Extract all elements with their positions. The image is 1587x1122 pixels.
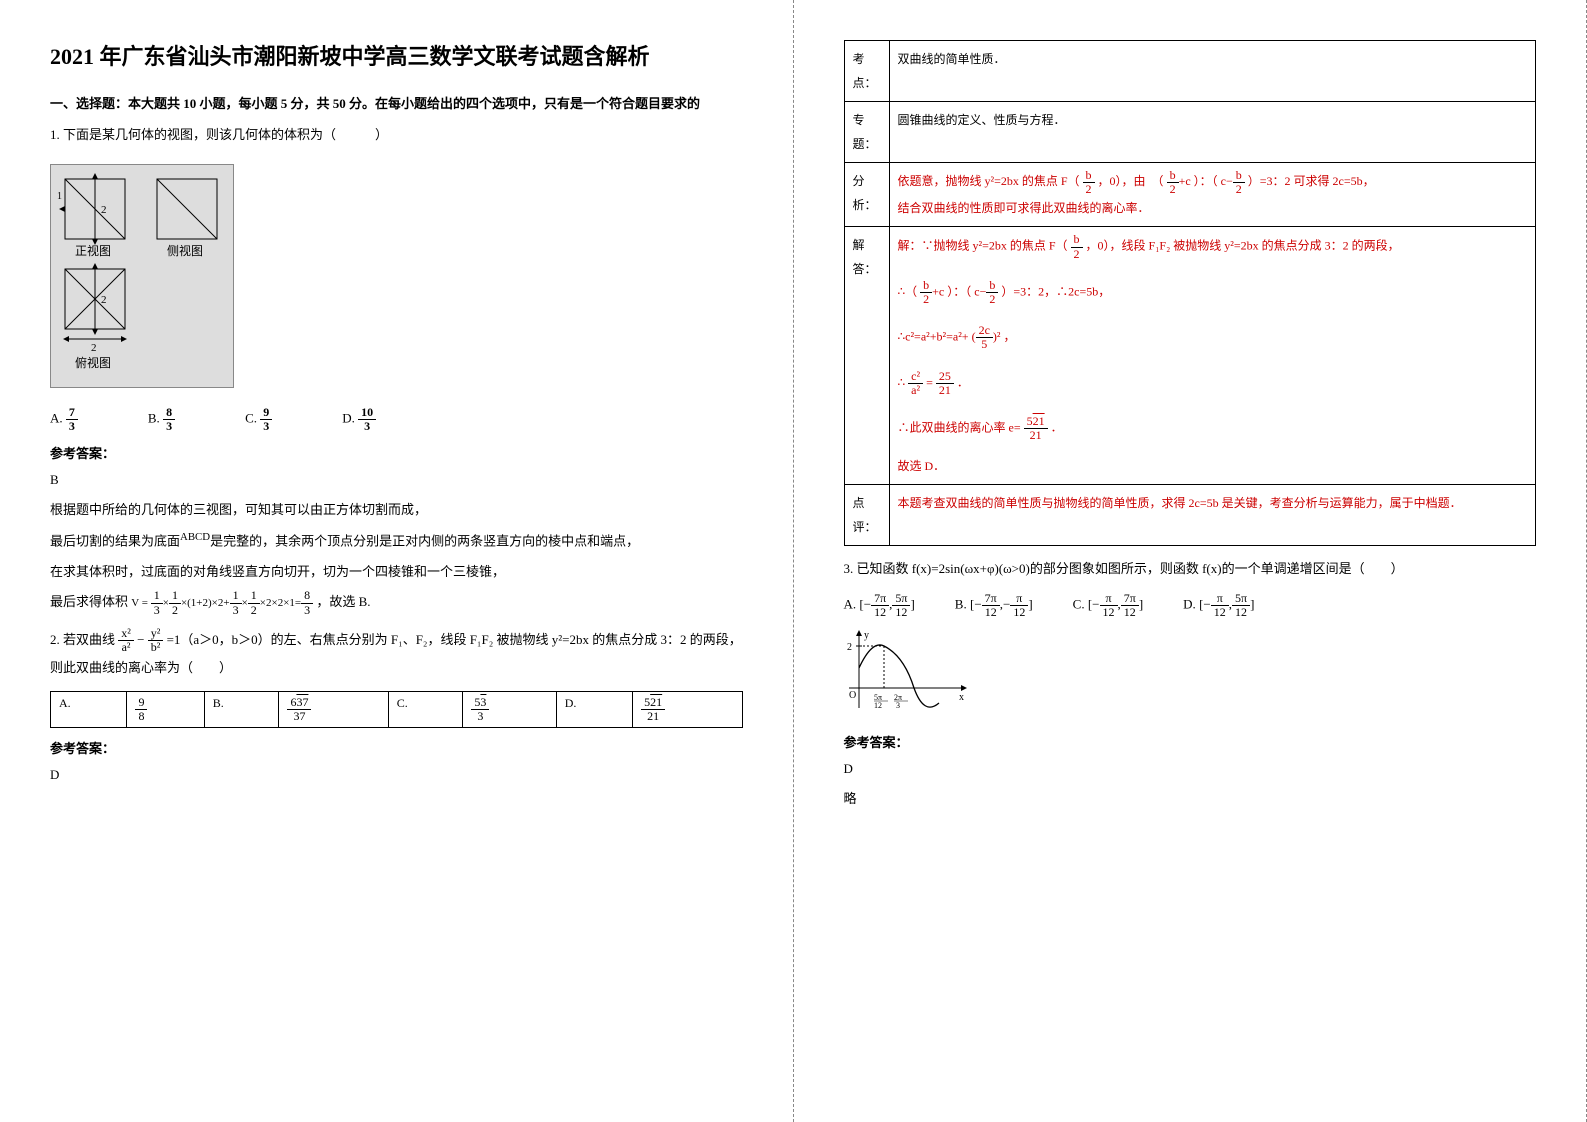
q3-opt-C: C. [−π12,7π12]	[1073, 592, 1144, 619]
right-column: 考点： 双曲线的简单性质． 专题： 圆锥曲线的定义、性质与方程． 分析： 依题意…	[794, 0, 1587, 1122]
svg-text:俯视图: 俯视图	[75, 355, 111, 370]
svg-text:2: 2	[847, 642, 852, 653]
svg-text:2: 2	[101, 294, 107, 306]
section-heading: 一、选择题：本大题共 10 小题，每小题 5 分，共 50 分。在每小题给出的四…	[50, 93, 743, 112]
svg-text:正视图: 正视图	[75, 243, 111, 258]
q2-opt-D: D.	[556, 691, 632, 727]
svg-text:y: y	[864, 630, 869, 641]
q3-options: A. [−7π12,5π12] B. [−7π12,−π12] C. [−π12…	[844, 592, 1537, 619]
svg-text:1: 1	[57, 191, 62, 202]
svg-text:2: 2	[91, 342, 97, 354]
analysis-table: 考点： 双曲线的简单性质． 专题： 圆锥曲线的定义、性质与方程． 分析： 依题意…	[844, 40, 1537, 546]
row-dianping: 点评：	[844, 485, 889, 546]
row-zhuanti: 专题：	[844, 102, 889, 163]
row-jieda: 解答：	[844, 227, 889, 485]
row-kaodian: 考点：	[844, 41, 889, 102]
page-title: 2021 年广东省汕头市潮阳新坡中学高三数学文联考试题含解析	[50, 40, 743, 73]
q2-answer: D	[50, 762, 743, 788]
q1-exp4: 最后求得体积 V = 13×12×(1+2)×2+13×12×2×2×1=83 …	[50, 589, 743, 617]
q1-views-diagram: 2 1 正视图 侧视图 2 2 俯视图	[50, 164, 234, 388]
svg-text:x: x	[959, 692, 964, 703]
q1-exp3: 在求其体积时，过底面的对角线竖直方向切开，切为一个四棱锥和一个三棱锥，	[50, 559, 743, 585]
q1-exp2: 最后切割的结果为底面ABCD是完整的，其余两个顶点分别是正对内侧的两条竖直方向的…	[50, 527, 743, 554]
svg-text:2: 2	[101, 204, 107, 216]
q3-stem: 3. 已知函数 f(x)=2sin(ωx+φ)(ω>0)的部分图象如图所示，则函…	[844, 556, 1537, 582]
q2-stem: 2. 若双曲线 x²a² − y²b² =1（a＞0，b＞0）的左、右焦点分别为…	[50, 627, 743, 681]
sine-graph-svg: y x 2 O 5π 12 2π 3	[844, 628, 974, 718]
svg-text:12: 12	[874, 701, 882, 710]
q1-answer: B	[50, 467, 743, 493]
q2-opt-A: A.	[51, 691, 127, 727]
q3-graph: y x 2 O 5π 12 2π 3	[844, 628, 1537, 722]
opt-D: D. 103	[342, 406, 376, 433]
svg-text:侧视图: 侧视图	[167, 243, 203, 258]
q1-exp1: 根据题中所给的几何体的三视图，可知其可以由正方体切割而成，	[50, 497, 743, 523]
q3-omit: 略	[844, 786, 1537, 812]
opt-C: C. 93	[245, 406, 272, 433]
q3-answer: D	[844, 756, 1537, 782]
q2-opt-B: B.	[204, 691, 279, 727]
opt-A: A. 73	[50, 406, 78, 433]
answer-label: 参考答案：	[844, 732, 1537, 751]
answer-label: 参考答案：	[50, 443, 743, 462]
row-fenxi: 分析：	[844, 163, 889, 227]
answer-label: 参考答案：	[50, 738, 743, 757]
q2-options-table: A. 98 B. 63737 C. 533 D. 52121	[50, 691, 743, 728]
left-column: 2021 年广东省汕头市潮阳新坡中学高三数学文联考试题含解析 一、选择题：本大题…	[0, 0, 794, 1122]
three-view-svg: 2 1 正视图 侧视图 2 2 俯视图	[57, 171, 227, 381]
svg-text:3: 3	[896, 701, 900, 710]
q1-stem: 1. 下面是某几何体的视图，则该几何体的体积为（ ）	[50, 122, 743, 148]
q3-opt-B: B. [−7π12,−π12]	[955, 592, 1033, 619]
svg-text:O: O	[849, 690, 856, 701]
opt-B: B. 83	[148, 406, 175, 433]
q2-opt-C: C.	[388, 691, 463, 727]
q3-opt-D: D. [−π12,5π12]	[1183, 592, 1254, 619]
q1-options: A. 73 B. 83 C. 93 D. 103	[50, 406, 743, 433]
q3-opt-A: A. [−7π12,5π12]	[844, 592, 915, 619]
